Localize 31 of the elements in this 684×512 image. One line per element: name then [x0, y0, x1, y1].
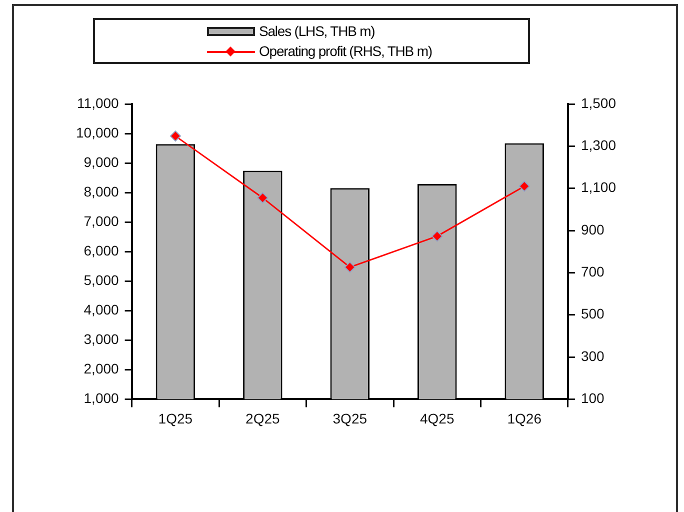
- y-tick-label: 3,000: [84, 331, 120, 348]
- y2-tick-label: 900: [580, 221, 605, 238]
- legend-label: Sales (LHS, THB m): [259, 23, 375, 39]
- y2-tick-label: 1,300: [580, 137, 616, 154]
- y-tick-label: 10,000: [76, 124, 120, 140]
- y-tick-label: 9,000: [84, 154, 120, 170]
- y-tick-label: 6,000: [84, 242, 120, 258]
- y-tick-label: 8,000: [84, 183, 120, 200]
- x-tick-label: 1Q26: [507, 410, 542, 426]
- y2-tick-label: 700: [580, 264, 605, 280]
- y2-tick-label: 1,500: [580, 94, 616, 111]
- y-tick-label: 7,000: [84, 212, 120, 229]
- point: [257, 192, 268, 204]
- point: [344, 262, 356, 273]
- y-tick-label: 2,000: [84, 360, 120, 377]
- x-tick-label: 4Q25: [420, 410, 454, 426]
- y-tick-label: 1,000: [84, 390, 120, 406]
- y-tick-label: 11,000: [77, 94, 120, 111]
- x-tick-label: 2Q25: [246, 410, 280, 426]
- y-tick-label: 5,000: [84, 272, 120, 288]
- legend-label: Operating profit (RHS, THB m): [259, 43, 432, 59]
- x-tick-label: 1Q25: [158, 410, 193, 426]
- y2-tick-label: 100: [580, 390, 605, 406]
- y2-tick-label: 1,100: [580, 179, 616, 196]
- point: [432, 230, 443, 242]
- y-tick-label: 4,000: [84, 302, 120, 318]
- x-tick-label: 3Q25: [332, 410, 368, 426]
- point: [518, 180, 530, 192]
- y2-tick-label: 500: [580, 306, 605, 322]
- point: [170, 130, 181, 142]
- y2-tick-label: 300: [580, 348, 605, 364]
